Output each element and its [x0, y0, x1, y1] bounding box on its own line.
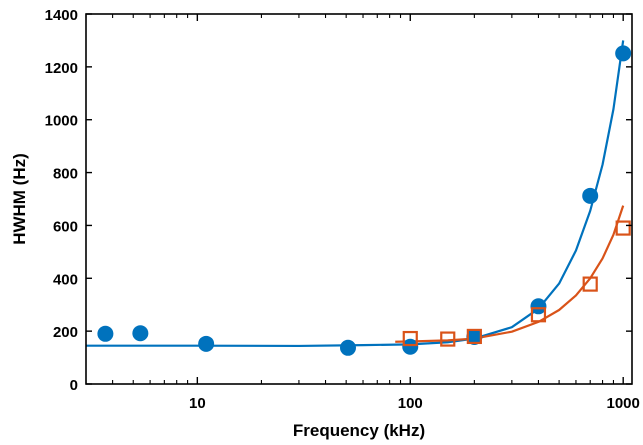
data-point-square	[440, 331, 456, 347]
y-tick-label: 600	[53, 218, 78, 235]
data-point-square	[466, 328, 482, 345]
data-point-circle	[615, 45, 632, 62]
data-point-circle	[198, 335, 215, 352]
data-point-circle	[402, 338, 419, 355]
y-axis-label: HWHM (Hz)	[10, 153, 29, 245]
fit-line-series-1	[86, 40, 625, 348]
y-tick-labels: 0 200 400 600 800 1000 1200 1400	[45, 7, 78, 394]
y-tick-label: 1400	[45, 7, 78, 24]
x-axis-label: Frequency (kHz)	[293, 421, 425, 440]
data-point-square	[530, 307, 547, 323]
data-point-circle	[582, 187, 599, 204]
y-tick-label: 800	[53, 166, 78, 183]
data-point-circle	[339, 339, 356, 356]
y-tick-label: 1000	[45, 113, 78, 130]
y-tick-label: 1200	[45, 60, 78, 77]
x-tick-label: 100	[398, 395, 423, 412]
plot-frame	[85, 13, 633, 385]
data-point-square	[582, 276, 598, 292]
data-point-square	[402, 330, 418, 347]
y-tick-label: 0	[70, 377, 78, 394]
axis-ticks	[85, 13, 632, 385]
data-point-square	[615, 220, 631, 236]
x-tick-label: 1000	[606, 395, 639, 412]
fit-line-series-2	[395, 205, 625, 343]
data-point-circle	[466, 328, 483, 345]
data-markers	[97, 45, 632, 356]
data-point-circle	[132, 325, 149, 342]
data-point-circle	[530, 298, 547, 315]
x-tick-label: 10	[189, 395, 206, 412]
y-tick-label: 400	[53, 271, 78, 288]
y-tick-label: 200	[53, 324, 78, 341]
data-point-circle	[97, 325, 114, 342]
x-tick-labels: 10 100 1000	[189, 395, 640, 412]
